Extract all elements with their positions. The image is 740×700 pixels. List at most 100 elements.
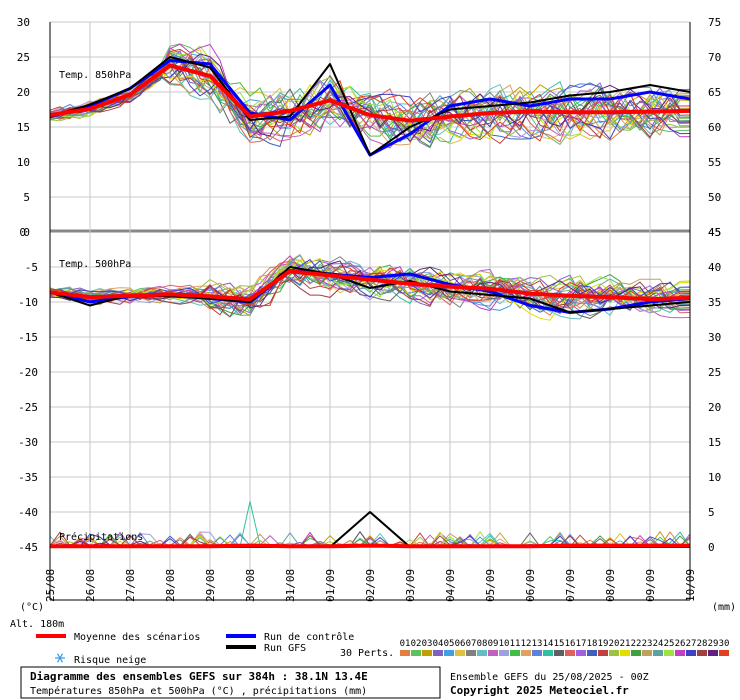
perturbation-line — [49, 43, 691, 143]
pert-number: 02 — [411, 639, 422, 649]
x-tick-label: 30/08 — [244, 569, 257, 602]
pert-swatch — [565, 650, 575, 656]
pert-swatch — [653, 650, 663, 656]
panel-title-850: Temp. 850hPa — [59, 70, 131, 81]
x-tick-label: 03/09 — [404, 569, 417, 602]
pert-swatch — [631, 650, 641, 656]
pert-number: 30 — [719, 639, 730, 649]
pert-swatch — [433, 650, 443, 656]
perturbation-line — [49, 48, 691, 142]
pert-swatch — [664, 650, 674, 656]
y2-tick-label: 45 — [708, 226, 721, 239]
perturbation-line — [49, 54, 691, 139]
right-unit-label: (mm) — [712, 602, 736, 613]
pert-swatch — [521, 650, 531, 656]
y2-tick-label: 15 — [708, 436, 721, 449]
perturbation-line — [49, 253, 691, 315]
main-series-lines — [49, 56, 691, 549]
pert-number: 05 — [444, 639, 455, 649]
pert-swatch — [686, 650, 696, 656]
y2-tick-label: 45 — [708, 226, 721, 239]
y2-tick-label: 10 — [708, 471, 721, 484]
pert-number: 14 — [543, 639, 554, 649]
pert-number: 17 — [576, 639, 587, 649]
y2-tick-label: 75 — [708, 16, 721, 29]
y2-tick-label: 20 — [708, 401, 721, 414]
snowflake-icon — [55, 653, 65, 663]
perturbation-legend: 01 02 03 04 05 06 07 08 09 10 11 12 13 14 15 16 17 18 19 20… — [400, 639, 730, 656]
footer-title: Diagramme des ensembles GEFS sur 384h : … — [30, 670, 368, 683]
x-tick-label: 10/09 — [684, 569, 697, 602]
pert-number: 10 — [499, 639, 510, 649]
pert-number: 12 — [521, 639, 532, 649]
perturbation-line — [49, 66, 691, 140]
y-tick-label: -35 — [18, 471, 38, 484]
pert-number: 16 — [565, 639, 576, 649]
pert-number: 22 — [631, 639, 642, 649]
pert-swatch — [598, 650, 608, 656]
mean-series-line — [49, 63, 691, 123]
y-tick-label: 0 — [23, 226, 30, 239]
pert-swatch — [532, 650, 542, 656]
y-tick-label: -10 — [18, 296, 38, 309]
pert-swatch — [697, 650, 707, 656]
x-tick-label: 27/08 — [124, 569, 137, 602]
x-tick-label: 08/09 — [604, 569, 617, 602]
perturbation-line — [49, 258, 691, 314]
y-tick-label: 5 — [23, 191, 30, 204]
y-tick-label: 20 — [17, 86, 30, 99]
x-tick-label: 05/09 — [484, 569, 497, 602]
pert-number: 04 — [433, 639, 444, 649]
pert-swatch — [587, 650, 597, 656]
pert-number: 27 — [686, 639, 697, 649]
mean-series-line — [49, 269, 691, 302]
pert-swatch — [620, 650, 630, 656]
pert-number: 23 — [642, 639, 653, 649]
x-tick-label: 28/08 — [164, 569, 177, 602]
y-tick-label: -5 — [25, 261, 38, 274]
panel-title-precip: Précipitations — [59, 531, 143, 543]
y-tick-label: 30 — [17, 16, 30, 29]
pert-swatch — [543, 650, 553, 656]
x-tick-label: 07/09 — [564, 569, 577, 602]
y-tick-label: 0 — [19, 226, 26, 239]
x-tick-label: 29/08 — [204, 569, 217, 602]
x-tick-label: 04/09 — [444, 569, 457, 602]
x-tick-label: 25/08 — [44, 569, 57, 602]
pert-number: 21 — [620, 639, 631, 649]
y-tick-label: -45 — [18, 541, 38, 554]
x-tick-label: 02/09 — [364, 569, 377, 602]
pert-number: 01 — [400, 639, 411, 649]
footer-copyright: Copyright 2025 Meteociel.fr — [450, 684, 629, 697]
pert-swatch — [488, 650, 498, 656]
pert-swatch — [642, 650, 652, 656]
pert-swatch — [510, 650, 520, 656]
pert-swatch — [554, 650, 564, 656]
pert-swatch — [466, 650, 476, 656]
chart-axes: 25/08 26/08 27/08 28/08 29/08 30/08 31/08 01/09… — [17, 16, 722, 602]
pert-number: 11 — [510, 639, 521, 649]
y2-tick-label: 30 — [708, 331, 721, 344]
y-tick-label: -15 — [18, 331, 38, 344]
pert-number: 07 — [466, 639, 477, 649]
y2-tick-label: 50 — [708, 191, 721, 204]
y-tick-label: -20 — [18, 366, 38, 379]
x-tick-label: 06/09 — [524, 569, 537, 602]
pert-number: 18 — [587, 639, 598, 649]
y2-tick-label: 40 — [708, 261, 721, 274]
pert-number: 20 — [609, 639, 620, 649]
legend-gfs-label: Run GFS — [264, 643, 306, 654]
pert-number: 08 — [477, 639, 488, 649]
y-tick-label: 10 — [17, 156, 30, 169]
pert-swatch — [477, 650, 487, 656]
footer-box — [20, 666, 441, 699]
pert-swatch — [444, 650, 454, 656]
y2-tick-label: 70 — [708, 51, 721, 64]
legend-snow-label: Risque neige — [74, 655, 146, 666]
pert-number: 24 — [653, 639, 664, 649]
pert-number: 19 — [598, 639, 609, 649]
panel-title-500: Temp. 500hPa — [59, 259, 131, 270]
footer-run: Ensemble GEFS du 25/08/2025 - 00Z — [450, 672, 649, 683]
pert-swatch — [400, 650, 410, 656]
